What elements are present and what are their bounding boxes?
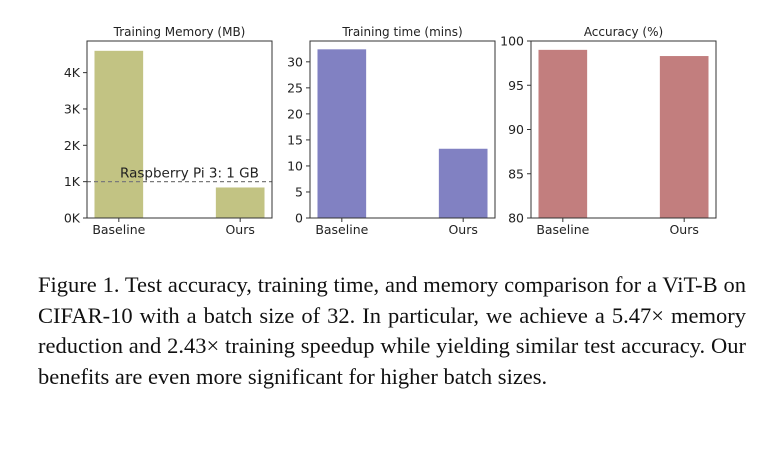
x-tick-label: Baseline	[92, 222, 145, 237]
figure-caption: Figure 1. Test accuracy, training time, …	[38, 272, 746, 389]
y-tick-label: 85	[508, 166, 524, 181]
y-tick-label: 3K	[64, 101, 81, 116]
y-tick-label: 1K	[64, 174, 81, 189]
y-tick-label: 95	[508, 78, 524, 93]
bar-baseline	[538, 49, 588, 218]
bar-baseline	[317, 49, 367, 219]
chart-title: Training time (mins)	[341, 25, 462, 39]
x-tick-label: Ours	[669, 222, 698, 237]
reference-line-label: Raspberry Pi 3: 1 GB	[120, 166, 259, 182]
x-tick-label: Baseline	[315, 222, 368, 237]
y-tick-label: 15	[287, 132, 303, 147]
plot-frame	[309, 40, 496, 219]
y-tick-label: 80	[508, 211, 524, 226]
y-tick-label: 5	[295, 184, 303, 199]
chart-title: Accuracy (%)	[584, 25, 663, 39]
y-tick-label: 0	[295, 211, 303, 226]
y-tick-label: 0K	[64, 211, 81, 226]
y-tick-label: 4K	[64, 65, 81, 80]
y-tick-label: 30	[287, 54, 303, 69]
figure-charts: Raspberry Pi 3: 1 GB 0K 1K 2K 3K 4K Baseline Ou…	[64, 25, 717, 237]
y-tick-label: 90	[508, 122, 524, 137]
bar-ours	[659, 56, 709, 218]
plot-frame	[86, 40, 273, 219]
y-tick-label: 20	[287, 106, 303, 121]
bar-baseline	[94, 50, 144, 218]
y-tick-label: 10	[287, 158, 303, 173]
chart-title: Training Memory (MB)	[113, 25, 246, 39]
y-tick-label: 2K	[64, 138, 81, 153]
y-tick-label: 100	[500, 34, 524, 49]
x-tick-label: Ours	[448, 222, 477, 237]
bar-ours	[438, 148, 488, 218]
bar-ours	[215, 187, 265, 218]
x-tick-label: Ours	[225, 222, 254, 237]
x-tick-label: Baseline	[536, 222, 589, 237]
y-tick-label: 25	[287, 80, 303, 95]
